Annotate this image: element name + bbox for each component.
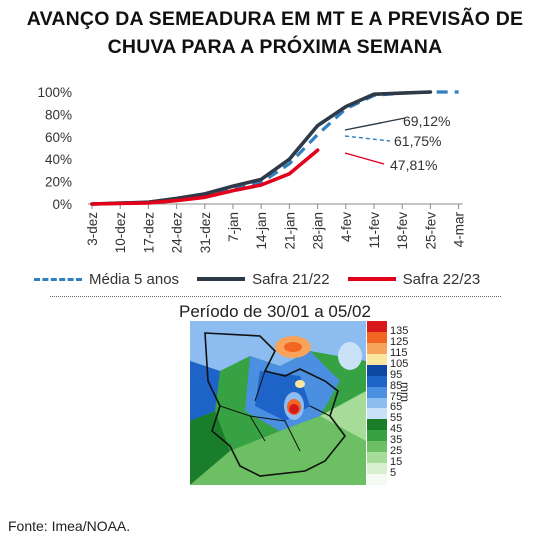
y-tick-label: 60% [45,130,72,145]
rainfall-forecast-map [190,321,366,485]
source-note: Fonte: Imea/NOAA. [8,518,131,534]
color-scale-cell [367,342,387,355]
y-tick-label: 100% [37,85,72,100]
x-tick-label: 14-jan [254,212,269,250]
color-scale-label: 125 [390,335,409,348]
legend-swatch-media [34,277,82,281]
color-scale-label: 55 [390,412,403,425]
legend-label-2122: Safra 21/22 [252,270,330,288]
color-scale-cell [367,441,387,453]
color-scale-cell [367,397,387,409]
y-tick-label: 80% [45,107,72,122]
color-scale-label: 105 [390,357,409,370]
annotation-label: 61,75% [394,133,441,149]
color-scale-cell [367,474,387,486]
annotation-label: 47,81% [390,157,437,173]
color-scale-label: 35 [390,434,403,447]
chart-legend: Média 5 anos Safra 21/22 Safra 22/23 [34,268,498,290]
x-tick-label: 4-fev [339,212,354,242]
x-tick-label: 17-dez [141,212,156,254]
color-scale-cell [367,321,387,333]
color-scale-cell [367,375,387,388]
legend-swatch-2122 [197,277,246,281]
series-line-2 [90,148,320,206]
scale-unit-label: mm [398,382,412,402]
color-scale-cell [367,353,387,366]
x-tick-label: 31-dez [198,212,213,254]
color-scale-cell [367,452,387,464]
legend-label-media: Média 5 anos [89,270,180,288]
color-scale-label: 85 [390,379,403,392]
color-scale-label: 45 [390,423,403,436]
color-scale-cell [367,331,387,344]
color-scale-cell [367,364,387,377]
color-scale-label: 65 [390,401,403,414]
x-tick-label: 25-fev [423,212,438,250]
color-scale-label: 5 [390,467,397,480]
color-scale-cell [367,419,387,431]
section-divider [50,296,501,297]
rainfall-color-scale [367,321,387,486]
x-tick-label: 28-jan [311,212,326,250]
color-scale-label: 25 [390,445,403,458]
color-scale-label: 75 [390,390,403,403]
x-tick-label: 11-fev [367,212,382,249]
x-tick-label: 7-jan [226,212,241,242]
legend-item-media: Média 5 anos [34,271,179,288]
color-scale-cell [367,386,387,399]
color-scale-label: 135 [390,324,409,337]
legend-item-2122: Safra 21/22 [197,271,330,288]
map-period-title: Período de 30/01 a 05/02 [179,302,371,321]
y-tick-label: 20% [45,175,72,190]
x-tick-label: 3-dez [85,212,100,246]
color-scale-label: 15 [390,456,403,469]
color-scale-label: 95 [390,368,403,381]
legend-swatch-2223 [347,277,396,281]
x-tick-label: 24-dez [170,212,185,254]
x-tick-label: 10-dez [113,212,128,254]
y-tick-label: 0% [52,197,72,212]
y-tick-label: 40% [45,152,72,167]
x-tick-label: 4-mar [452,212,467,248]
annotation-leader [344,135,391,142]
annotation-leader [344,152,385,165]
chart-title-line2: CHUVA PARA A PRÓXIMA SEMANA [107,36,443,58]
series-line-1 [90,90,433,206]
annotation-label: 69,12% [403,113,450,129]
color-scale-cell [367,430,387,442]
chart-title-line1: AVANÇO DA SEMEADURA EM MT E A PREVISÃO D… [26,8,524,30]
x-tick-label: 18-fev [395,212,410,250]
color-scale-cell [367,463,387,475]
line-chart: 0% 20% 40% 60% 80% 100% 3-dez 10-dez 17-dez 24-de… [37,85,467,254]
color-scale-label: 115 [390,346,408,359]
legend-label-2223: Safra 22/23 [402,270,481,288]
x-tick-label: 21-jan [282,212,297,250]
annotation-leader [344,117,406,131]
legend-item-2223: Safra 22/23 [347,270,481,288]
color-scale-cell [367,408,387,420]
